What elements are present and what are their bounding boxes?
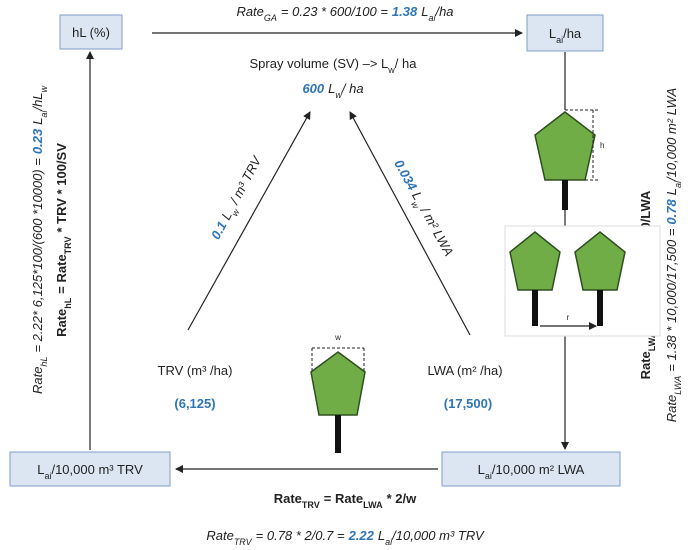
text-part: / ha xyxy=(341,81,364,96)
text-part: * 2/w xyxy=(387,491,418,506)
text-part: Rate xyxy=(206,528,233,543)
spray-volume: Spray volume(SV) –> Lw/ ha xyxy=(250,56,418,75)
subscript: TRV xyxy=(234,537,253,547)
tree-width: w xyxy=(311,333,365,453)
rate-hl-rule: RatehL = RateTRV * TRV * 100/SV xyxy=(54,143,73,337)
text-part: L xyxy=(421,4,428,19)
text-part: L xyxy=(549,26,556,41)
subscript: ai xyxy=(556,35,563,45)
tree-label: w xyxy=(334,333,341,342)
text-part: Spray volume xyxy=(250,56,329,71)
text-part: L xyxy=(37,462,44,477)
text-part: Rate xyxy=(274,491,302,506)
text-part: = 2.22* 6,125*100/(600 *10000) = xyxy=(30,158,45,353)
trv-label: TRV (m³ /ha) xyxy=(158,363,233,378)
arrow xyxy=(188,112,310,330)
trv-rate: 0.1Lw/ m³ TRV xyxy=(208,153,268,244)
text-part: / m³ TRV xyxy=(226,153,265,208)
subscript: LWA xyxy=(673,376,683,395)
rate-trv-rule: RateTRV = RateLWA * 2/w xyxy=(274,491,417,510)
text-part: / m² LWA xyxy=(417,204,457,259)
text-part: Rate xyxy=(236,4,263,19)
highlight: 0.1 xyxy=(208,219,230,242)
text-part: (SV) –> L xyxy=(333,56,388,71)
text-part: = Rate xyxy=(54,254,69,293)
trv-value: (6,125) xyxy=(174,396,215,411)
text-part: = 1.38 * 10,000/17,500 = xyxy=(664,228,679,372)
text-part: /hL xyxy=(30,92,45,111)
highlight: 600 xyxy=(302,81,324,96)
text-part: /ha xyxy=(434,4,453,19)
text-part: * TRV * 100/SV xyxy=(54,143,69,233)
text-part: Rate xyxy=(30,367,45,394)
subscript: GA xyxy=(264,13,277,23)
text-part: Rate xyxy=(638,351,653,379)
text-part: = Rate xyxy=(324,491,363,506)
subscript: w xyxy=(409,200,421,211)
highlight: 0.034 xyxy=(391,157,420,193)
lwa-label: LWA (m² /ha) xyxy=(427,363,502,378)
tree-row: r xyxy=(505,226,660,336)
text-part: L xyxy=(30,118,45,125)
text-part: Rate xyxy=(664,395,679,422)
text-part: Rate xyxy=(54,309,69,337)
text-part: /ha xyxy=(563,26,582,41)
rate-lwa-calc: RateLWA= 1.38 * 10,000/17,500 =0.78Lai/1… xyxy=(664,88,683,422)
highlight: 0.23 xyxy=(30,128,45,154)
subscript: hL xyxy=(39,357,49,367)
highlight: 1.38 xyxy=(392,4,418,19)
subscript: ai xyxy=(44,471,51,481)
subscript: TRV xyxy=(302,500,320,510)
tree-height: h xyxy=(535,110,604,210)
text-part: /10,000 m³ TRV xyxy=(51,462,143,477)
tree-label: h xyxy=(600,141,604,150)
subscript: TRV xyxy=(63,236,73,254)
subscript: ai xyxy=(485,471,492,481)
rate-hl-calc: RatehL = 2.22* 6,125*100/(600 *10000) = 0.… xyxy=(30,85,49,394)
text-part: / ha xyxy=(395,56,417,71)
tree-label: r xyxy=(567,313,570,322)
highlight: 2.22 xyxy=(348,528,375,543)
subscript: LWA xyxy=(363,500,383,510)
text-part: L xyxy=(664,188,679,195)
highlight: 0.78 xyxy=(664,199,679,225)
subscript: hL xyxy=(63,297,73,308)
text-part: L xyxy=(378,528,385,543)
text-part: /10,000 m² LWA xyxy=(492,462,585,477)
subscript: w xyxy=(39,85,49,92)
text-part: /10,000 m³ TRV xyxy=(391,528,485,543)
text-part: = 0.78 * 2/0.7 = xyxy=(256,528,345,543)
box-hl-label: hL (%) xyxy=(72,25,110,40)
lwa-value: (17,500) xyxy=(444,396,492,411)
text-part: L xyxy=(478,462,485,477)
diagram: RateGA= 0.23 * 600/100 =1.38Lai/ha hL (%… xyxy=(0,0,691,550)
text-part: = 0.23 * 600/100 = xyxy=(281,4,388,19)
text-part: /10,000 m² LWA xyxy=(664,88,679,182)
text-part: L xyxy=(328,81,335,96)
arrow xyxy=(350,112,470,335)
